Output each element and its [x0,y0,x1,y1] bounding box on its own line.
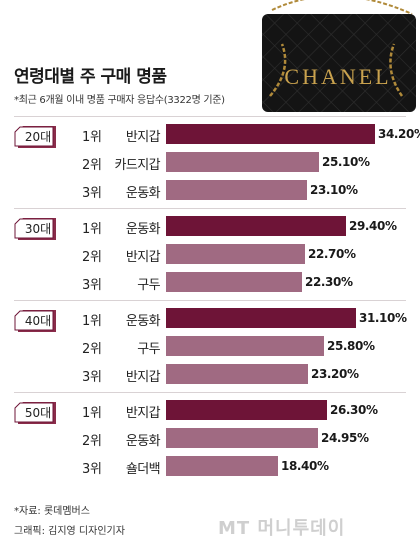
group-separator [14,116,406,117]
bar [166,272,302,292]
rank-label: 1위 [82,406,102,421]
item-name: 운동화 [125,314,161,329]
item-name: 운동화 [125,186,161,201]
rank-label: 2위 [82,250,102,265]
value-label: 22.70% [308,247,356,261]
rank-label: 1위 [82,130,102,145]
age-group-tag: 40대 [14,310,56,332]
bag-logo-text: CHANEL [284,64,391,89]
value-label: 23.10% [310,183,358,197]
value-label: 23.20% [311,367,359,381]
value-label: 25.10% [322,155,370,169]
bar [166,180,307,200]
graphic-credit: 그래픽: 김지영 디자인기자 [14,526,125,537]
chart-subtitle: *최근 6개월 이내 명품 구매자 응답수(3322명 기준) [14,95,225,106]
item-name: 운동화 [125,434,161,449]
item-name: 반지갑 [125,130,161,145]
brand-watermark: MT 머니투데이 [218,518,346,539]
bar [166,428,318,448]
tag-shape [14,218,56,240]
age-group-label: 50대 [24,406,52,420]
value-label: 34.20% [378,127,420,141]
group-separator [14,300,406,301]
tag-face [14,402,54,423]
item-name: 반지갑 [125,370,161,385]
age-group-label: 30대 [24,222,52,236]
bar [166,336,324,356]
group-separator [14,392,406,393]
value-label: 18.40% [281,459,329,473]
age-group-label: 40대 [24,314,52,328]
tag-shape [14,310,56,332]
bar [166,244,305,264]
value-label: 26.30% [330,403,378,417]
tag-shape [14,402,56,424]
value-label: 25.80% [327,339,375,353]
rank-label: 2위 [82,434,102,449]
item-name: 카드지갑 [114,158,161,173]
age-group-tag: 30대 [14,218,56,240]
age-group-tag: 20대 [14,126,56,148]
tag-face [14,126,54,147]
rank-label: 3위 [82,370,102,385]
bar [166,124,375,144]
item-name: 숄더백 [125,462,161,477]
bar [166,400,327,420]
tag-face [14,218,54,239]
item-name: 구두 [137,342,160,357]
rank-label: 3위 [82,278,102,293]
group-separator [14,208,406,209]
bar [166,364,308,384]
item-name: 구두 [137,278,160,293]
item-name: 반지갑 [125,250,161,265]
rank-label: 1위 [82,222,102,237]
chart-title: 연령대별 주 구매 명품 [14,67,167,87]
rank-label: 3위 [82,462,102,477]
value-label: 31.10% [359,311,407,325]
value-label: 24.95% [321,431,369,445]
bar [166,308,356,328]
tag-shape [14,126,56,148]
bar [166,456,278,476]
bar [166,216,346,236]
age-group-label: 20대 [24,130,52,144]
value-label: 29.40% [349,219,397,233]
source-note: *자료: 롯데멤버스 [14,506,90,517]
item-name: 운동화 [125,222,161,237]
value-label: 22.30% [305,275,353,289]
rank-label: 3위 [82,186,102,201]
age-group-tag: 50대 [14,402,56,424]
item-name: 반지갑 [125,406,161,421]
rank-label: 2위 [82,158,102,173]
rank-label: 2위 [82,342,102,357]
bar [166,152,319,172]
tag-face [14,310,54,331]
rank-label: 1위 [82,314,102,329]
bag-illustration: CHANEL [262,0,416,112]
